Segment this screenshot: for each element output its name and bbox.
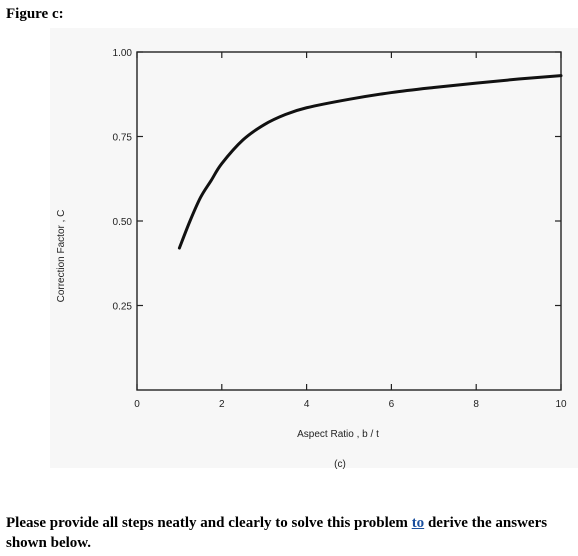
x-tick-label: 2 (219, 399, 225, 410)
y-tick-label: 0.50 (113, 217, 133, 228)
chart-caption: (c) (334, 459, 346, 470)
y-axis-label: Correction Factor , C (56, 210, 67, 303)
x-tick-label: 4 (304, 399, 310, 410)
instruction-link[interactable]: to (411, 515, 425, 531)
instruction-text: Please provide all steps neatly and clea… (6, 513, 574, 553)
y-tick-label: 1.00 (113, 48, 133, 59)
x-tick-label: 8 (473, 399, 479, 410)
chart-background (50, 28, 578, 468)
instruction-text-end: derive the answers shown below. (6, 515, 548, 551)
x-tick-label: 6 (389, 399, 395, 410)
x-axis-label: Aspect Ratio , b / t (297, 429, 379, 440)
x-tick-label: 0 (134, 399, 140, 410)
chart-container: 0 2 4 6 8 10 0.25 0.50 0.75 1.00 Aspect Ratio , b… (0, 28, 578, 478)
y-tick-label: 0.25 (113, 302, 133, 313)
correction-factor-chart: 0 2 4 6 8 10 0.25 0.50 0.75 1.00 Aspect Ratio , b… (50, 28, 578, 470)
figure-title: Figure c: (6, 6, 64, 22)
correction-factor-curve (177, 74, 563, 250)
x-tick-label: 10 (555, 399, 567, 410)
instruction-text-start: Please provide all steps neatly and clea… (6, 515, 412, 531)
y-tick-label: 0.75 (113, 133, 133, 144)
